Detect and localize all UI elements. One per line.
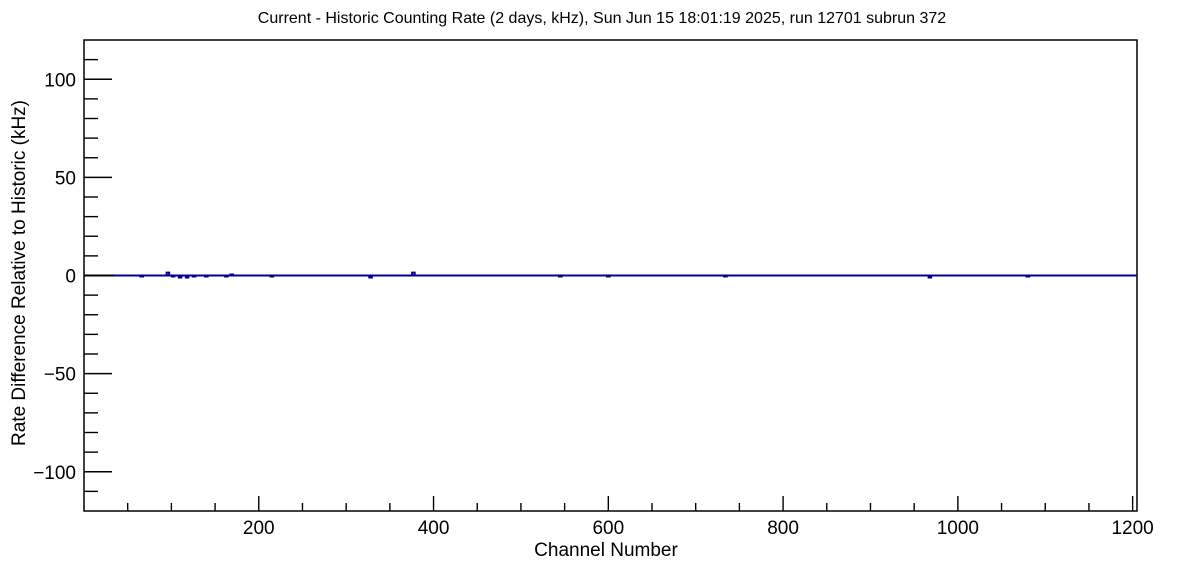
series-rate-difference <box>114 271 1137 279</box>
x-tick-label: 1200 <box>1111 518 1153 539</box>
y-tick-label: −50 <box>44 365 76 386</box>
y-tick-label: 0 <box>65 267 76 288</box>
y-axis-title: Rate Difference Relative to Historic (kH… <box>9 100 30 446</box>
x-tick-label: 1000 <box>937 518 979 539</box>
data-series <box>84 271 1137 279</box>
x-tick-label: 600 <box>592 518 624 539</box>
chart-title: Current - Historic Counting Rate (2 days… <box>258 10 947 27</box>
y-tick-label: 50 <box>55 168 76 189</box>
x-axis-ticks: 200 400 600 800 1000 1200 <box>126 496 1154 539</box>
x-tick-label: 400 <box>418 518 450 539</box>
x-tick-label: 200 <box>243 518 275 539</box>
y-axis-ticks: 100 50 0 −50 −100 <box>33 58 112 493</box>
y-tick-label: −100 <box>33 463 76 484</box>
x-axis-title: Channel Number <box>534 540 678 561</box>
x-tick-label: 800 <box>767 518 799 539</box>
y-tick-label: 100 <box>44 70 76 91</box>
